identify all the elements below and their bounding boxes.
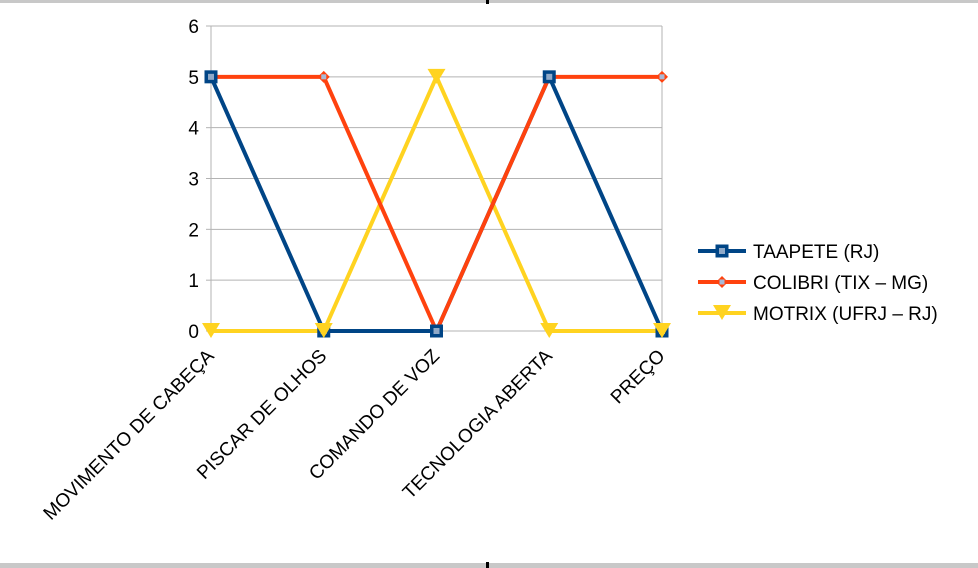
y-tick-label: 4 bbox=[188, 119, 199, 140]
series-line-1 bbox=[211, 74, 662, 333]
series-1-point-inner bbox=[321, 74, 327, 80]
series-lines bbox=[202, 68, 671, 338]
series-1-point-inner bbox=[659, 74, 665, 80]
bottom-marker bbox=[486, 562, 489, 568]
legend-label-0: TAAPETE (RJ) bbox=[753, 242, 879, 263]
series-0-point-inner bbox=[546, 73, 553, 80]
y-tick-label: 1 bbox=[188, 271, 199, 292]
x-category-label: MOVIMENTO DE CABEÇA bbox=[40, 345, 219, 524]
legend-marker-2 bbox=[713, 305, 731, 320]
y-tick-label: 0 bbox=[188, 322, 199, 343]
series-line-0 bbox=[209, 74, 664, 333]
y-tick-label: 2 bbox=[188, 220, 199, 241]
series-2-point bbox=[314, 323, 333, 338]
legend-label-2: MOTRIX (UFRJ – RJ) bbox=[753, 304, 938, 325]
series-line-2 bbox=[211, 74, 662, 333]
y-tick-label: 6 bbox=[188, 17, 199, 38]
series-2-point bbox=[540, 323, 559, 338]
legend-marker-1-inner bbox=[719, 279, 725, 285]
series-2-point bbox=[653, 323, 671, 338]
legend-marker-0-inner bbox=[719, 248, 725, 254]
y-tick-label: 3 bbox=[188, 170, 199, 191]
legend: TAAPETE (RJ) COLIBRI (TIX – MG) MOTRIX (UF… bbox=[698, 242, 938, 325]
series-0-point-inner bbox=[208, 73, 214, 80]
y-tick-label: 5 bbox=[188, 68, 199, 89]
legend-label-1: COLIBRI (TIX – MG) bbox=[753, 273, 928, 294]
y-axis-ticks: 0 1 2 3 4 5 6 bbox=[188, 17, 199, 343]
series-2-point bbox=[427, 68, 446, 84]
series-0-point-inner bbox=[433, 328, 440, 334]
series-2-point bbox=[202, 323, 220, 338]
top-marker bbox=[486, 0, 489, 4]
x-category-label: PREÇO bbox=[607, 346, 670, 409]
